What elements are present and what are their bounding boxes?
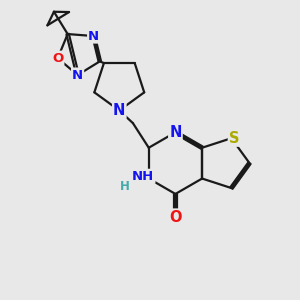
Text: O: O: [169, 209, 182, 224]
Text: S: S: [229, 131, 239, 146]
Text: N: N: [88, 29, 99, 43]
Text: N: N: [113, 103, 125, 118]
Text: O: O: [52, 52, 63, 65]
Text: N: N: [72, 68, 83, 82]
Text: N: N: [169, 125, 182, 140]
Text: H: H: [120, 180, 130, 193]
Text: NH: NH: [132, 170, 154, 183]
